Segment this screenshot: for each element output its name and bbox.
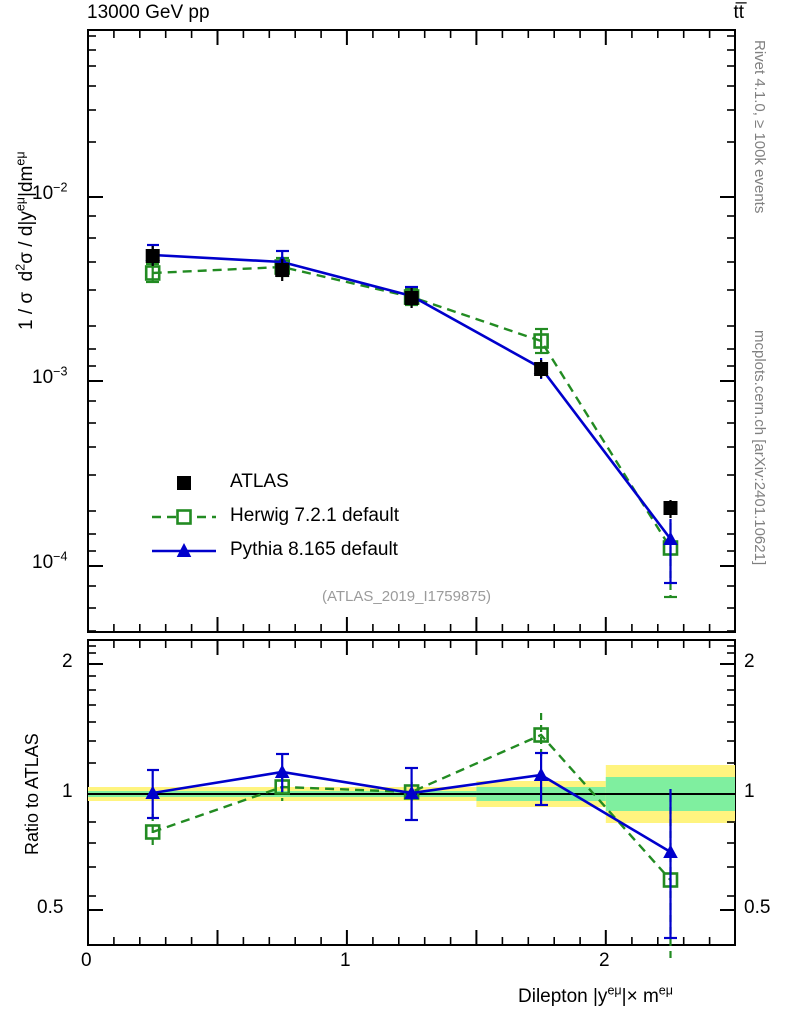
ratio-ytick-1-left: 1	[62, 781, 73, 802]
main-ytick-1e-2: 10−2	[32, 180, 68, 204]
series-herwig-ratio	[144, 713, 679, 958]
legend-item-herwig[interactable]: Herwig 7.2.1 default	[152, 500, 452, 534]
ratio-panel-y-ticks	[88, 645, 735, 911]
ratio-panel-x-ticks	[113, 640, 711, 945]
pythia-ratio-markers	[145, 764, 678, 858]
x-axis-label: Dilepton |yeμ|× meμ	[518, 983, 673, 1007]
ratio-ytick-0.5-right: 0.5	[744, 897, 771, 918]
ratio-ytick-1-right: 1	[744, 781, 755, 802]
legend-marker-pythia	[152, 543, 216, 557]
xtick-1: 1	[340, 950, 351, 971]
header-right-label: tt̅	[733, 2, 744, 23]
main-panel-frame	[87, 29, 736, 633]
legend-label-pythia: Pythia 8.165 default	[230, 539, 398, 560]
legend: ATLAS Herwig 7.2.1 default Pythia 8.165 …	[152, 466, 452, 568]
herwig-ratio-line	[152, 733, 672, 881]
ratio-ytick-0.5-left: 0.5	[37, 897, 64, 918]
header-left-label: 13000 GeV pp	[87, 2, 210, 23]
legend-marker-herwig	[152, 509, 216, 525]
main-panel-x-ticks	[113, 30, 711, 632]
analysis-id-watermark: (ATLAS_2019_I1759875)	[322, 588, 492, 605]
series-pythia-ratio	[145, 751, 678, 940]
legend-marker-atlas	[177, 476, 191, 490]
xtick-0: 0	[81, 950, 92, 971]
legend-label-herwig: Herwig 7.2.1 default	[230, 505, 399, 526]
main-panel-y-ticks	[88, 35, 735, 632]
legend-item-pythia[interactable]: Pythia 8.165 default	[152, 534, 452, 568]
ratio-y-axis-label: Ratio to ATLAS	[22, 733, 42, 855]
herwig-ratio-errorbars	[151, 713, 672, 958]
ratio-ytick-2-left: 2	[62, 651, 73, 672]
ratio-ytick-2-right: 2	[744, 651, 755, 672]
xtick-2: 2	[599, 950, 610, 971]
series-atlas-main	[145, 246, 678, 518]
legend-label-atlas: ATLAS	[230, 471, 289, 492]
legend-item-atlas[interactable]: ATLAS	[152, 466, 452, 500]
main-ytick-1e-3: 10−3	[32, 364, 68, 388]
main-ytick-1e-4: 10−4	[32, 549, 68, 573]
atlas-main-markers	[145, 249, 678, 515]
